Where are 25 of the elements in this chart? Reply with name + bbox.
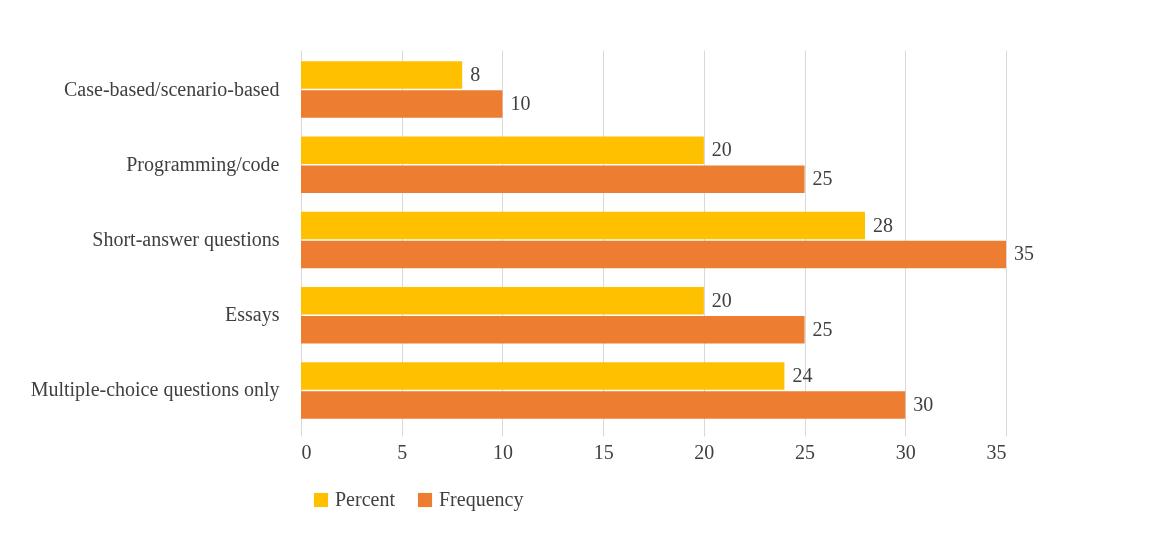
data-label: 28	[873, 213, 893, 236]
data-label: 35	[1014, 242, 1034, 265]
y-tick-label: Programming/code	[126, 152, 280, 176]
x-tick-label: 15	[593, 440, 614, 463]
data-label: 25	[812, 167, 833, 190]
data-label: 24	[792, 364, 813, 387]
x-tick-label: 25	[795, 440, 816, 463]
legend-label: Percent	[335, 488, 396, 510]
legend-label: Frequency	[439, 488, 524, 511]
y-tick-label: Short-answer questions	[92, 228, 280, 251]
data-label: 20	[711, 138, 732, 161]
data-label: 30	[913, 392, 934, 415]
data-label: 20	[711, 288, 732, 311]
x-tick-label: 30	[895, 440, 916, 463]
y-tick-label: Case-based/scenario-based	[64, 77, 280, 100]
y-tick-label: Multiple-choice questions only	[30, 378, 280, 402]
data-label: 25	[812, 317, 833, 340]
x-tick-label: 5	[397, 440, 408, 463]
data-label: 8	[470, 63, 481, 86]
x-tick-label: 35	[986, 440, 1007, 463]
x-tick-label: 20	[694, 440, 715, 463]
data-label: 10	[510, 91, 531, 114]
x-tick-label: 0	[301, 440, 312, 463]
x-tick-label: 10	[492, 440, 513, 463]
y-tick-label: Essays	[225, 303, 280, 327]
